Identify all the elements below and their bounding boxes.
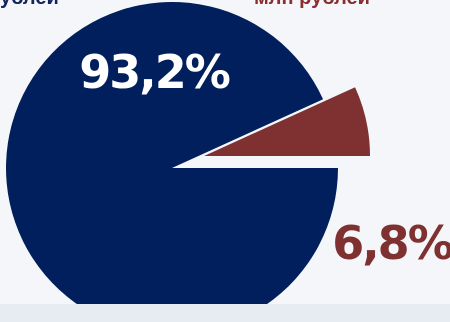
series-label-right: млн рублей: [254, 0, 370, 10]
bottom-band: [0, 304, 450, 322]
slice-label-small: 6,8%: [332, 216, 450, 270]
pie-slice-large: [6, 2, 338, 322]
series-label-left: рублей: [0, 0, 59, 10]
labels-layer: 93,2% 6,8%: [79, 45, 450, 270]
pie-slice-small: [204, 87, 370, 156]
slice-label-large: 93,2%: [79, 45, 229, 99]
slices-layer: [6, 2, 370, 322]
